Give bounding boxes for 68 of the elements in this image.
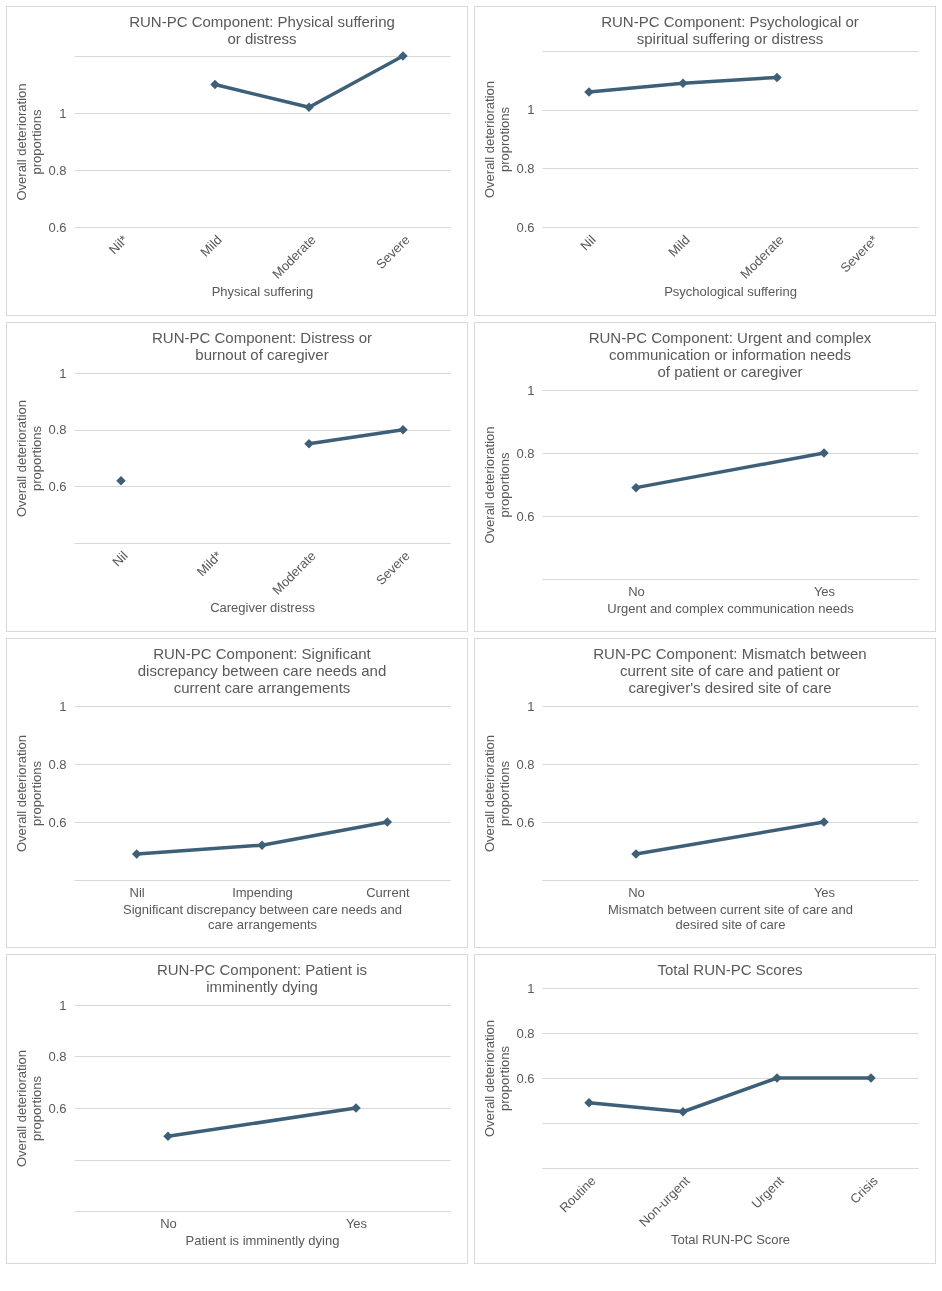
x-tick-label: Nil	[129, 884, 145, 900]
y-axis-title: Overall deterioration proportions	[14, 1049, 45, 1168]
y-axis-title: Overall deterioration proportions	[14, 734, 45, 853]
x-tick-label: Impending	[232, 884, 293, 900]
chart-title: RUN-PC Component: Psychological or spiritual suffering or distress	[601, 13, 859, 47]
y-axis-title: Overall deterioration proportions	[482, 734, 513, 853]
x-tick-label: Yes	[345, 1215, 368, 1231]
x-axis-title: Physical suffering	[211, 283, 314, 299]
x-axis-title: Total RUN-PC Score	[670, 1231, 791, 1247]
y-tick-label: 1	[527, 980, 535, 996]
chart-title: RUN-PC Component: Physical suffering or distress	[129, 13, 395, 48]
x-tick-label: Nil*	[105, 232, 131, 257]
y-tick-label: 1	[59, 105, 67, 121]
y-tick-label: 0.6	[516, 508, 535, 524]
x-axis-title: Patient is imminently dying	[185, 1232, 340, 1248]
y-tick-label: 0.6	[48, 478, 67, 494]
x-tick-label: No	[160, 1215, 177, 1231]
point	[398, 424, 408, 435]
y-axis-title: Overall deterioration proportions	[14, 83, 45, 201]
y-tick-label: 0.6	[48, 1100, 67, 1116]
y-tick-label: 0.8	[516, 160, 535, 176]
y-axis-title: Overall deterioration proportions	[14, 399, 45, 518]
y-tick-label: 1	[527, 382, 535, 398]
x-axis-title: Urgent and complex communication needs	[607, 600, 855, 616]
point	[131, 849, 142, 859]
y-axis-title: Overall deterioration proprotions	[482, 80, 513, 199]
y-tick-label: 0.6	[516, 814, 535, 830]
chart-title: Total RUN-PC Scores	[657, 961, 803, 978]
point	[678, 78, 688, 89]
point	[772, 72, 782, 83]
y-axis-title: Overall deterioration proportions	[482, 426, 513, 544]
y-tick-label: 1	[527, 102, 535, 118]
y-tick-label: 0.8	[516, 756, 535, 772]
point	[382, 817, 393, 827]
y-tick-label: 0.6	[516, 219, 535, 235]
y-tick-label: 0.6	[516, 1070, 535, 1086]
chart-title: RUN-PC Component: Distress or burnout of caregiver	[151, 329, 373, 363]
x-tick-label: No	[628, 583, 645, 599]
x-tick-label: No	[628, 884, 645, 900]
y-axis-title: Overall deterioration proportions	[482, 1019, 513, 1138]
y-tick-label: 0.8	[516, 1025, 535, 1041]
point	[304, 102, 314, 113]
y-tick-label: 0.6	[48, 219, 67, 235]
y-tick-label: 0.8	[48, 756, 67, 772]
x-tick-label: Current	[366, 884, 410, 900]
x-tick-label: Yes	[813, 884, 836, 900]
y-tick-label: 1	[59, 365, 67, 381]
chart-title: RUN-PC Component: Urgent and complex communication or information needs of patient or caregiver	[588, 329, 872, 380]
y-tick-label: 0.6	[48, 814, 67, 830]
x-tick-label: Nil	[577, 232, 599, 254]
x-tick-label: Nil	[109, 548, 131, 570]
y-tick-label: 1	[59, 698, 67, 714]
point	[210, 79, 220, 90]
chart-title: RUN-PC Component: Significant discrepancy between care needs and current care arrangements	[137, 645, 387, 696]
point	[116, 475, 126, 486]
chart-title: RUN-PC Component: Patient is imminently dying	[156, 961, 368, 995]
y-tick-label: 0.8	[48, 162, 67, 178]
y-tick-label: 1	[527, 698, 535, 714]
y-tick-label: 1	[59, 997, 67, 1013]
y-tick-label: 0.8	[48, 422, 67, 438]
x-axis-title: Psychological suffering	[664, 283, 797, 299]
y-tick-label: 0.8	[48, 1049, 67, 1064]
x-axis-title: Mismatch between current site of care and desired site of care	[608, 901, 853, 932]
x-tick-label: Yes	[813, 583, 836, 599]
y-tick-label: 0.8	[516, 445, 535, 461]
x-axis-title: Caregiver distress	[210, 599, 316, 615]
x-axis-title: Significant discrepancy between care needs and care arrangements	[123, 901, 402, 932]
chart-title: RUN-PC Component: Mismatch between current site of care and patient or caregiver's desired site of care	[593, 645, 867, 696]
